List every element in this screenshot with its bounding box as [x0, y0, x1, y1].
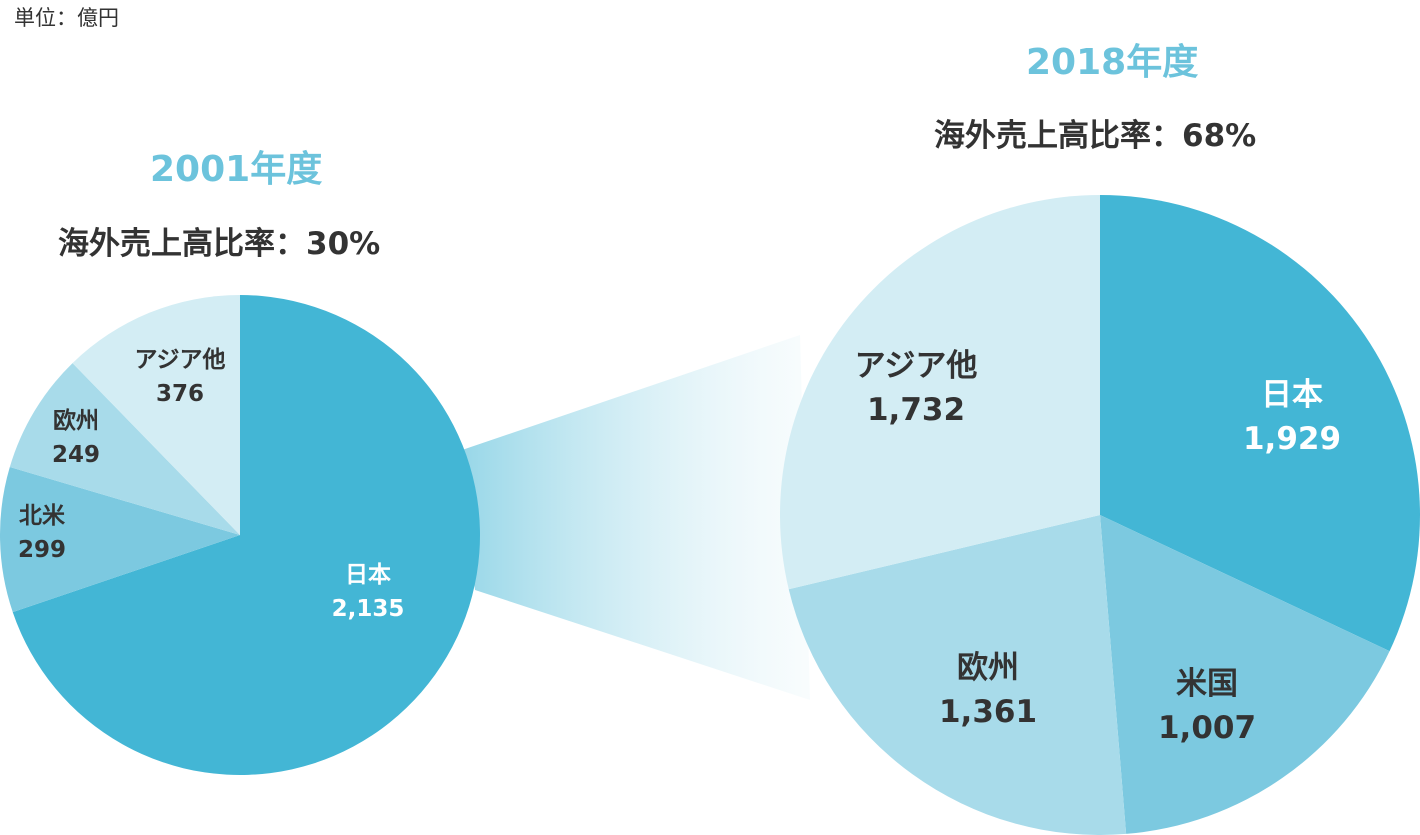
- pie-2001: 日本 2,135 北米 299 欧州 249 アジア他 376: [0, 295, 480, 775]
- chart-2018-title: 2018年度: [1026, 42, 1199, 83]
- pie-2018: 日本 1,929 米国 1,007 欧州 1,361 アジア他 1,732: [780, 195, 1420, 835]
- pie-slice-1-1: [1100, 515, 1390, 834]
- slice-value-0-0: 2,135: [332, 596, 405, 622]
- zoom-connector: [462, 335, 810, 700]
- chart-2018-subtitle: 海外売上高比率：68%: [934, 118, 1257, 154]
- slice-label-0-0: 日本: [345, 562, 391, 588]
- slice-label-1-3: アジア他: [855, 348, 978, 384]
- slice-label-0-1: 北米: [19, 503, 66, 529]
- slice-value-0-3: 376: [156, 381, 204, 407]
- pie-slice-1-0: [1100, 195, 1420, 652]
- slice-label-1-2: 欧州: [957, 650, 1019, 686]
- slice-value-1-2: 1,361: [939, 694, 1037, 730]
- pie-slice-0-3: [72, 295, 240, 535]
- chart-2001-title: 2001年度: [150, 149, 323, 190]
- pie-slice-1-2: [788, 515, 1127, 835]
- slice-value-1-0: 1,929: [1243, 421, 1341, 457]
- slice-value-0-2: 249: [52, 442, 100, 468]
- chart-2001-subtitle: 海外売上高比率：30%: [58, 226, 381, 262]
- pie-slice-1-3: [780, 195, 1100, 590]
- slice-label-0-2: 欧州: [53, 408, 99, 434]
- slice-value-0-1: 299: [18, 537, 66, 563]
- pie-slice-0-0: [12, 295, 480, 775]
- slice-label-0-3: アジア他: [134, 347, 225, 373]
- slice-label-1-1: 米国: [1176, 666, 1238, 702]
- slice-value-1-1: 1,007: [1158, 710, 1256, 746]
- pie-slice-0-2: [9, 363, 240, 535]
- slice-label-1-0: 日本: [1261, 377, 1323, 413]
- slice-value-1-3: 1,732: [867, 392, 965, 428]
- unit-label: 単位：億円: [14, 6, 119, 30]
- pie-slice-0-1: [0, 467, 241, 613]
